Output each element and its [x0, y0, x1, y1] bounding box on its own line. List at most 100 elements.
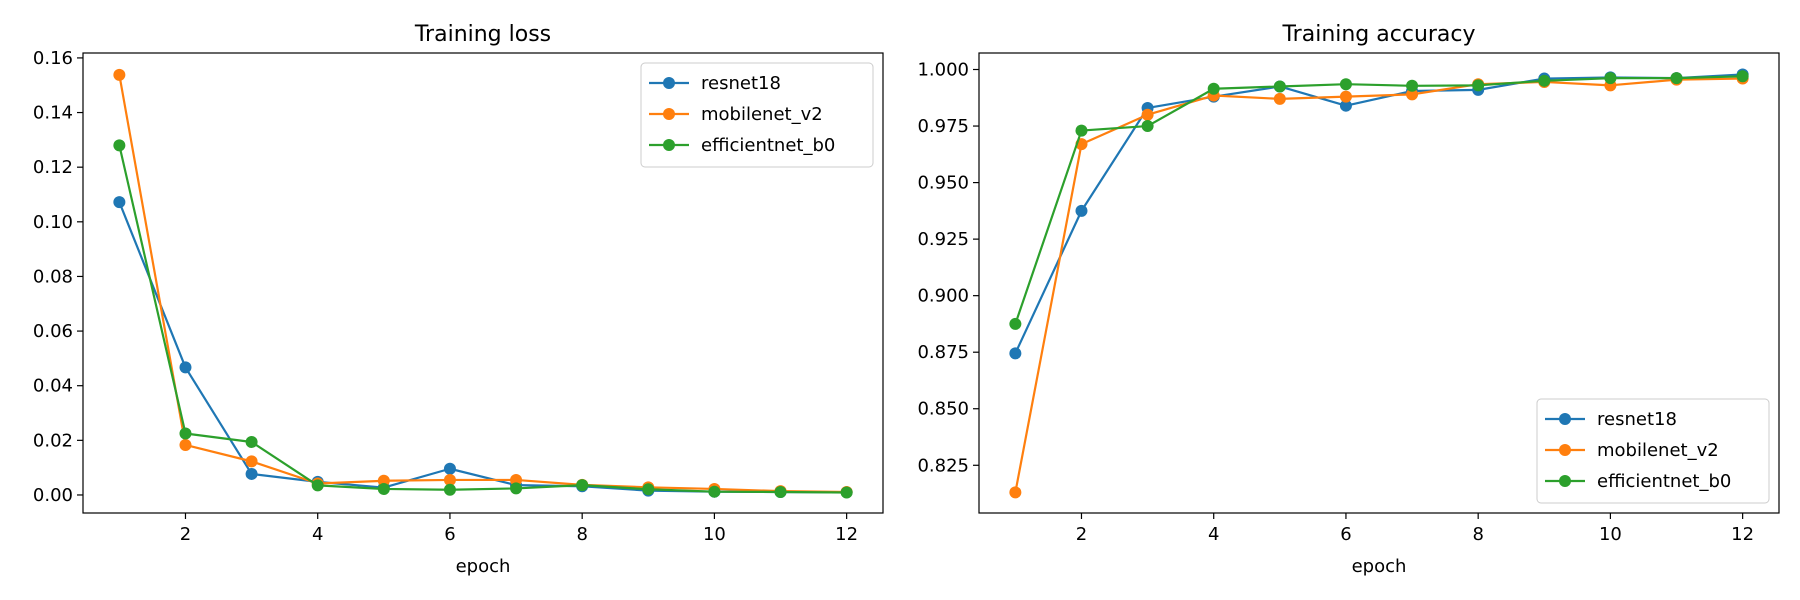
loss-axes-frame [82, 52, 884, 514]
loss-resnet18-point-6 [443, 462, 456, 475]
accuracy-y-tick-label-6: 0.950 [917, 173, 969, 194]
accuracy-mobilenet-v2-point-5 [1273, 92, 1286, 105]
accuracy-mobilenet-v2-point-6 [1339, 90, 1352, 103]
loss-resnet18-point-3 [245, 467, 258, 480]
accuracy-x-tick-label-2: 4 [1208, 524, 1219, 545]
loss-y-tick-label-1: 0.00 [33, 485, 73, 506]
loss-efficientnet-b0-point-9 [642, 483, 655, 496]
accuracy-axes-frame [978, 52, 1780, 514]
accuracy-efficientnet-b0-point-12 [1736, 70, 1749, 83]
accuracy-efficientnet-b0-point-5 [1273, 80, 1286, 93]
accuracy-efficientnet-b0-point-9 [1538, 74, 1551, 87]
loss-efficientnet-b0-point-7 [510, 482, 523, 495]
accuracy-panel: Training accuracy epoch 2 4 6 8 10 12 0.825 0.8… [917, 22, 1780, 577]
loss-panel: Training loss epoch 2 4 6 8 10 12 0.00 0.02 0.04… [33, 22, 884, 577]
loss-mobilenet-v2-point-2 [179, 438, 192, 451]
accuracy-plot-area: 2 4 6 8 10 12 0.825 0.850 0.875 0.900 0.925 0.950 0.… [917, 52, 1780, 545]
accuracy-efficientnet-b0-point-4 [1207, 82, 1220, 95]
loss-legend-resnet18-label: resnet18 [701, 73, 781, 94]
loss-x-tick-label-1: 2 [180, 524, 191, 545]
loss-y-tick-label-7: 0.12 [33, 157, 73, 178]
loss-efficientnet-b0-point-1 [113, 139, 126, 152]
loss-x-tick-label-5: 10 [703, 524, 726, 545]
accuracy-mobilenet-v2-point-1 [1009, 486, 1022, 499]
loss-legend-resnet18-marker [663, 77, 675, 89]
accuracy-legend-mobilenet-v2-marker [1559, 444, 1571, 456]
accuracy-x-tick-label-6: 12 [1731, 524, 1754, 545]
accuracy-y-tick-label-5: 0.925 [917, 229, 969, 250]
loss-efficientnet-b0-point-8 [576, 479, 589, 492]
loss-mobilenet-v2-point-1 [113, 68, 126, 81]
loss-efficientnet-b0-point-11 [774, 485, 787, 498]
accuracy-y-tick-label-8: 1.000 [917, 60, 969, 81]
accuracy-efficientnet-b0-point-7 [1406, 79, 1419, 92]
loss-efficientnet-b0-line [118, 144, 848, 494]
loss-efficientnet-b0-point-4 [311, 479, 324, 492]
accuracy-efficientnet-b0-point-6 [1339, 78, 1352, 91]
accuracy-x-tick-label-1: 2 [1076, 524, 1087, 545]
accuracy-mobilenet-v2-point-7 [1406, 88, 1419, 101]
accuracy-x-axis-label: epoch [1352, 556, 1407, 577]
loss-efficientnet-b0-point-12 [840, 486, 853, 499]
loss-mobilenet-v2-point-3 [245, 455, 258, 468]
loss-plot-area: 2 4 6 8 10 12 0.00 0.02 0.04 0.06 0.08 0.10 0.12 0.14… [33, 48, 884, 545]
accuracy-efficientnet-b0-point-2 [1075, 124, 1088, 137]
loss-x-tick-label-3: 6 [444, 524, 455, 545]
loss-x-tick-label-6: 12 [835, 524, 858, 545]
accuracy-efficientnet-b0-line [1014, 75, 1744, 326]
loss-y-tick-label-9: 0.16 [33, 48, 73, 69]
loss-legend: resnet18 mobilenet_v2 efficientnet_b0 [640, 62, 874, 168]
loss-y-tick-label-2: 0.02 [33, 430, 73, 451]
loss-legend-efficientnet-b0-marker [663, 139, 675, 151]
loss-y-tick-label-5: 0.08 [33, 266, 73, 287]
accuracy-mobilenet-v2-line [1014, 77, 1744, 494]
accuracy-y-tick-label-4: 0.900 [917, 286, 969, 307]
accuracy-efficientnet-b0-point-1 [1009, 317, 1022, 330]
loss-legend-box [640, 62, 874, 168]
loss-y-tick-label-8: 0.14 [33, 103, 73, 124]
accuracy-efficientnet-b0-point-11 [1670, 72, 1683, 85]
accuracy-x-tick-label-3: 6 [1340, 524, 1351, 545]
accuracy-resnet18-line [1014, 73, 1744, 355]
accuracy-resnet18-point-2 [1075, 204, 1088, 217]
accuracy-legend-box [1536, 398, 1770, 504]
loss-efficientnet-b0-point-6 [443, 483, 456, 496]
accuracy-legend-efficientnet-b0-marker [1559, 475, 1571, 487]
loss-mobilenet-v2-line [118, 73, 848, 494]
accuracy-legend-resnet18-marker [1559, 413, 1571, 425]
loss-y-tick-label-4: 0.06 [33, 321, 73, 342]
accuracy-x-tick-label-5: 10 [1599, 524, 1622, 545]
loss-resnet18-point-1 [113, 196, 126, 209]
loss-efficientnet-b0-point-10 [708, 485, 721, 498]
loss-x-tick-label-4: 8 [576, 524, 587, 545]
loss-resnet18-point-2 [179, 361, 192, 374]
accuracy-chart-title: Training accuracy [1281, 22, 1475, 47]
accuracy-x-tick-label-4: 8 [1472, 524, 1483, 545]
accuracy-y-tick-label-7: 0.975 [917, 116, 969, 137]
accuracy-y-tick-label-2: 0.850 [917, 399, 969, 420]
loss-efficientnet-b0-point-2 [179, 427, 192, 440]
loss-resnet18-line [118, 201, 848, 494]
loss-efficientnet-b0-point-3 [245, 435, 258, 448]
loss-efficientnet-b0-point-5 [377, 482, 390, 495]
accuracy-resnet18-point-6 [1339, 99, 1352, 112]
loss-chart-title: Training loss [414, 22, 551, 47]
accuracy-y-tick-label-3: 0.875 [917, 342, 969, 363]
accuracy-efficientnet-b0-point-8 [1472, 79, 1485, 92]
loss-x-axis-label: epoch [456, 556, 511, 577]
loss-legend-mobilenet-v2-label: mobilenet_v2 [701, 104, 823, 125]
loss-y-tick-label-3: 0.04 [33, 376, 73, 397]
loss-x-tick-label-2: 4 [312, 524, 323, 545]
accuracy-efficientnet-b0-point-10 [1604, 72, 1617, 85]
loss-mobilenet-v2-point-7 [510, 473, 523, 486]
accuracy-legend-mobilenet-v2-label: mobilenet_v2 [1597, 440, 1719, 461]
accuracy-legend-efficientnet-b0-label: efficientnet_b0 [1597, 471, 1731, 492]
loss-legend-efficientnet-b0-label: efficientnet_b0 [701, 135, 835, 156]
accuracy-mobilenet-v2-point-3 [1141, 108, 1154, 121]
accuracy-efficientnet-b0-point-3 [1141, 120, 1154, 133]
accuracy-resnet18-point-1 [1009, 347, 1022, 360]
accuracy-y-tick-label-1: 0.825 [917, 455, 969, 476]
loss-legend-mobilenet-v2-marker [663, 108, 675, 120]
loss-y-tick-label-6: 0.10 [33, 212, 73, 233]
